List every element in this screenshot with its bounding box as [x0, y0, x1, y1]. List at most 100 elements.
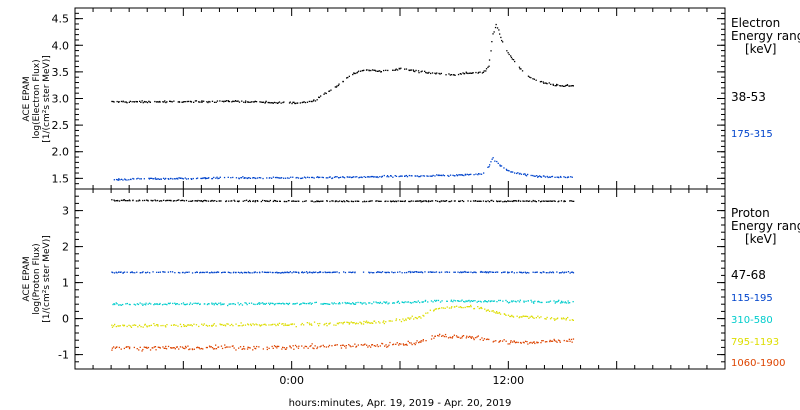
data-point [231, 345, 233, 347]
data-point [235, 349, 237, 351]
data-point [370, 322, 372, 324]
data-point [517, 172, 519, 174]
data-point [491, 300, 493, 302]
data-point [274, 303, 276, 305]
data-point [191, 178, 193, 180]
data-point [173, 347, 175, 349]
data-point [381, 175, 383, 177]
data-point [318, 96, 320, 98]
data-point [277, 102, 279, 104]
proton-ylabel-line-3: [1/(cm²s ster MeV)] [42, 235, 52, 322]
data-point [181, 177, 183, 180]
data-point [143, 303, 145, 305]
data-point [501, 39, 503, 42]
data-point [203, 177, 205, 179]
data-point [388, 271, 390, 274]
data-point [244, 101, 247, 104]
data-point [129, 325, 132, 327]
data-point [320, 200, 322, 202]
data-point [440, 271, 443, 273]
data-point [487, 309, 489, 311]
data-point [507, 52, 509, 54]
data-point [479, 307, 482, 309]
data-point [487, 166, 489, 168]
data-point [303, 347, 305, 349]
data-point [308, 176, 310, 179]
data-point [352, 345, 354, 347]
data-point [130, 326, 133, 328]
data-point [398, 302, 401, 304]
data-point [193, 101, 195, 103]
data-point [459, 174, 461, 176]
data-point [269, 271, 271, 273]
data-point [370, 175, 372, 178]
data-point [215, 303, 218, 305]
data-point [481, 337, 483, 339]
data-point [567, 271, 570, 273]
data-point [291, 200, 293, 202]
data-point [406, 271, 408, 274]
data-point [215, 271, 217, 274]
data-point [254, 100, 256, 102]
data-point [260, 200, 262, 203]
data-point [232, 345, 234, 347]
data-point [263, 323, 265, 326]
data-point [388, 344, 390, 346]
data-point [274, 271, 276, 274]
data-point [249, 199, 251, 202]
data-point [454, 300, 457, 302]
data-point [544, 318, 546, 320]
data-point [133, 324, 136, 326]
data-point [483, 338, 486, 340]
data-point [530, 341, 532, 344]
data-point [142, 304, 144, 306]
data-point [338, 322, 340, 324]
data-point [195, 100, 198, 102]
data-point [182, 178, 184, 180]
data-point [548, 301, 550, 303]
data-point [532, 174, 534, 177]
proton-ylabel-line-2: log(Proton Flux) [32, 243, 42, 314]
data-point [246, 272, 248, 274]
data-point [396, 301, 399, 303]
data-point [195, 200, 197, 202]
data-point [551, 340, 554, 342]
proton-legend-title-1: Proton [731, 206, 770, 220]
data-point [112, 271, 114, 274]
data-point [479, 338, 481, 341]
data-point [336, 322, 339, 324]
data-point [508, 200, 510, 202]
data-point [545, 301, 548, 303]
data-point [228, 200, 230, 202]
data-point [307, 302, 309, 305]
data-point [562, 301, 564, 303]
data-point [144, 346, 147, 349]
data-point [495, 312, 497, 314]
data-point [277, 324, 279, 326]
data-point [475, 337, 477, 339]
data-point [510, 300, 513, 302]
data-point [220, 304, 222, 306]
data-point [494, 26, 497, 29]
data-point [268, 101, 270, 104]
data-point [520, 271, 522, 273]
data-point [485, 200, 487, 203]
data-point [221, 272, 223, 274]
data-point [377, 302, 379, 304]
data-point [469, 301, 471, 303]
data-point [129, 100, 131, 102]
data-point [467, 72, 469, 75]
data-point [522, 271, 525, 274]
data-point [241, 325, 243, 327]
data-point [379, 301, 381, 303]
data-point [315, 201, 317, 203]
data-point [147, 303, 149, 305]
data-point [442, 200, 445, 202]
data-point [557, 339, 560, 341]
data-point [254, 200, 257, 202]
data-point [352, 176, 355, 178]
data-point [491, 271, 494, 273]
data-point [540, 272, 543, 274]
data-point [328, 323, 331, 325]
data-point [516, 172, 518, 175]
